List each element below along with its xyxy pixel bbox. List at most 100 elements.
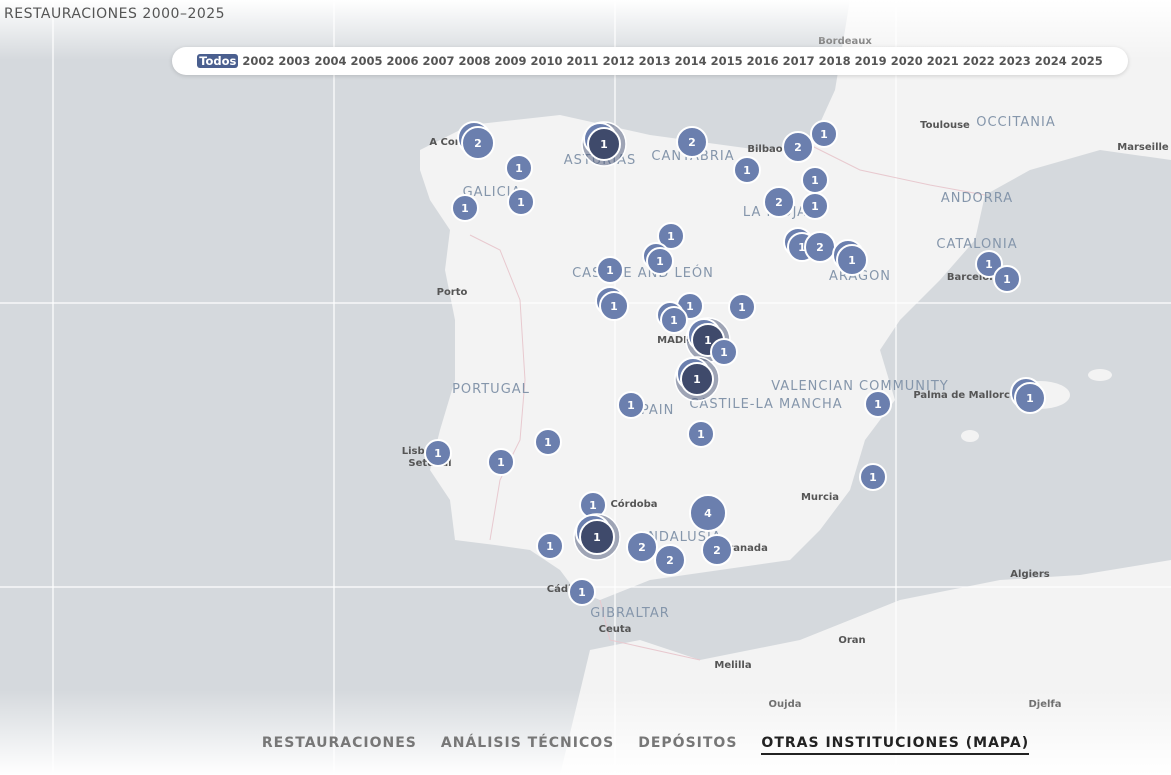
cluster-marker[interactable]: 2 <box>804 231 836 263</box>
cluster-marker[interactable]: 1 <box>993 265 1021 293</box>
cluster-count: 1 <box>434 447 442 460</box>
cluster-circle <box>646 247 674 275</box>
year-option[interactable]: 2015 <box>710 54 743 68</box>
cluster-count: 1 <box>593 531 601 544</box>
year-option[interactable]: 2008 <box>458 54 491 68</box>
cluster-marker[interactable]: 1 <box>687 420 715 448</box>
cluster-circle <box>507 188 535 216</box>
cluster-count: 1 <box>656 255 664 268</box>
nav-tab[interactable]: DEPÓSITOS <box>638 735 738 751</box>
cluster-marker[interactable]: 1 <box>859 463 887 491</box>
cluster-marker[interactable]: 1 <box>505 154 533 182</box>
cluster-marker[interactable]: 1 <box>642 242 674 275</box>
cluster-count: 1 <box>811 174 819 187</box>
cluster-count: 1 <box>704 334 712 347</box>
year-option[interactable]: 2013 <box>638 54 671 68</box>
cluster-marker[interactable]: 2 <box>457 121 495 160</box>
year-option[interactable]: 2024 <box>1034 54 1067 68</box>
year-option[interactable]: 2006 <box>386 54 419 68</box>
cluster-count: 1 <box>869 471 877 484</box>
year-option[interactable]: 2007 <box>422 54 455 68</box>
cluster-marker[interactable]: 2 <box>782 131 814 163</box>
cluster-marker[interactable]: 2 <box>763 186 795 218</box>
year-option[interactable]: 2017 <box>782 54 815 68</box>
cluster-marker[interactable]: 1 <box>733 156 761 184</box>
year-option[interactable]: 2022 <box>962 54 995 68</box>
year-option[interactable]: 2002 <box>242 54 275 68</box>
year-option[interactable]: 2014 <box>674 54 707 68</box>
cluster-marker[interactable]: 1 <box>451 194 479 222</box>
year-option[interactable]: 2020 <box>890 54 923 68</box>
cluster-marker[interactable]: 1 <box>536 532 564 560</box>
city-label: Oran <box>838 635 865 646</box>
year-option[interactable]: 2003 <box>278 54 311 68</box>
cluster-circle <box>859 463 887 491</box>
cluster-marker[interactable]: 1 <box>534 428 562 456</box>
year-option[interactable]: 2010 <box>530 54 563 68</box>
cluster-marker[interactable]: 1 <box>487 448 515 476</box>
cluster-circle <box>487 448 515 476</box>
cluster-marker[interactable]: 2 <box>701 534 733 566</box>
cluster-count: 1 <box>517 196 525 209</box>
cluster-count: 1 <box>720 346 728 359</box>
places: BordeauxToulouseOCCITANIAMarseilleA Coru… <box>402 36 1169 710</box>
cluster-circle <box>660 306 688 334</box>
nav-tab[interactable]: ANÁLISIS TÉCNICOS <box>440 735 615 751</box>
year-option[interactable]: 2023 <box>998 54 1031 68</box>
cluster-count: 1 <box>670 314 678 327</box>
year-option[interactable]: 2021 <box>926 54 959 68</box>
city-label: Algiers <box>1010 569 1049 580</box>
cluster-marker[interactable]: 2 <box>626 531 658 563</box>
cluster-marker[interactable]: 1 <box>581 121 627 167</box>
year-option[interactable]: 2009 <box>494 54 527 68</box>
cluster-count: 1 <box>743 164 751 177</box>
cluster-marker[interactable]: 1 <box>656 301 688 334</box>
cluster-circle <box>587 127 621 161</box>
cluster-marker[interactable]: 1 <box>801 166 829 194</box>
year-option[interactable]: 2004 <box>314 54 347 68</box>
cluster-marker[interactable]: 1 <box>617 391 645 419</box>
year-all[interactable]: Todos <box>197 54 239 68</box>
cluster-marker[interactable]: 1 <box>710 338 738 366</box>
cluster-marker[interactable]: 1 <box>657 222 685 250</box>
cluster-marker[interactable]: 1 <box>1010 377 1046 414</box>
cluster-marker[interactable]: 1 <box>507 188 535 216</box>
year-option[interactable]: 2018 <box>818 54 851 68</box>
cluster-marker[interactable]: 1 <box>674 356 720 402</box>
nav-tab[interactable]: OTRAS INSTITUCIONES (MAPA) <box>761 733 1030 755</box>
cluster-marker[interactable]: 2 <box>676 126 708 158</box>
cluster-circle <box>451 194 479 222</box>
year-option[interactable]: 2016 <box>746 54 779 68</box>
cluster-count: 1 <box>738 301 746 314</box>
cluster-marker[interactable]: 1 <box>810 120 838 148</box>
cluster-marker[interactable]: 1 <box>573 513 621 561</box>
year-option[interactable]: 2025 <box>1070 54 1103 68</box>
cluster-marker[interactable]: 1 <box>975 250 1003 278</box>
cluster-marker[interactable]: 1 <box>728 293 756 321</box>
cluster-count: 1 <box>985 258 993 271</box>
cluster-circle <box>728 293 756 321</box>
cluster-marker[interactable]: 4 <box>689 494 727 532</box>
nav-tab[interactable]: RESTAURACIONES <box>261 735 417 751</box>
year-option[interactable]: 2012 <box>602 54 635 68</box>
cluster-marker[interactable]: 1 <box>568 578 596 606</box>
cluster-count: 1 <box>811 200 819 213</box>
cluster-marker[interactable]: 1 <box>801 192 829 220</box>
cluster-marker[interactable]: 2 <box>654 544 686 576</box>
cluster-count: 1 <box>515 162 523 175</box>
cluster-marker[interactable]: 1 <box>864 390 892 418</box>
cluster-count: 1 <box>497 456 505 469</box>
year-option[interactable]: 2005 <box>350 54 383 68</box>
cluster-marker[interactable]: 1 <box>424 439 452 467</box>
cluster-circle <box>1014 382 1046 414</box>
cluster-circle <box>536 532 564 560</box>
cluster-marker[interactable]: 1 <box>596 256 624 284</box>
cluster-marker[interactable]: 1 <box>832 239 868 276</box>
cluster-circle <box>654 544 686 576</box>
year-option[interactable]: 2011 <box>566 54 599 68</box>
cluster-marker[interactable]: 1 <box>595 286 629 321</box>
cluster-count: 4 <box>704 507 712 520</box>
year-option[interactable]: 2019 <box>854 54 887 68</box>
cluster-count: 2 <box>794 141 802 154</box>
